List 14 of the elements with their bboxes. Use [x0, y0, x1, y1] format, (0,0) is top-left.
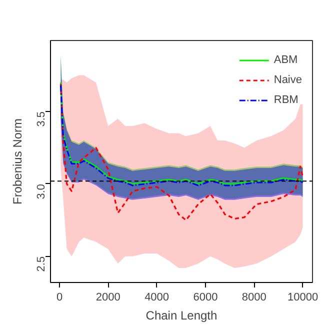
y-tick-label: 3.0 — [36, 184, 48, 200]
legend-label: ABM — [274, 54, 298, 66]
legend-label: RBM — [274, 94, 298, 106]
x-tick-label: 10000 — [287, 292, 318, 304]
x-tick-label: 0 — [56, 292, 63, 304]
x-axis-title: Chain Length — [146, 308, 218, 322]
y-axis-title: Frobenius Norm — [10, 118, 24, 205]
x-tick-label: 2000 — [96, 292, 120, 304]
y-tick-label: 2.5 — [36, 256, 48, 272]
y-tick-label: 3.5 — [36, 112, 48, 127]
x-tick-label: 4000 — [144, 292, 170, 304]
x-tick-label: 8000 — [242, 292, 266, 304]
legend-label: Naive — [274, 74, 302, 86]
x-tick-label: 6000 — [193, 292, 218, 304]
